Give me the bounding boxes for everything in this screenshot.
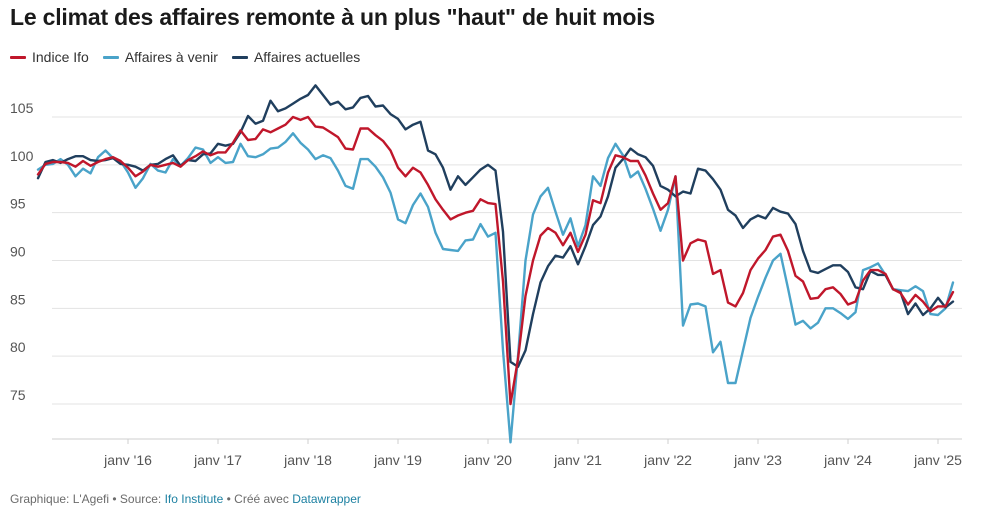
legend-item-affaires-actuelles: Affaires actuelles	[231, 49, 361, 65]
x-tick-label-2023-01: janv '23	[733, 452, 782, 468]
x-tick-label-2020-01: janv '20	[463, 452, 512, 468]
x-tick-label-2022-01: janv '22	[643, 452, 692, 468]
series-line-affaires-a-venir	[36, 132, 955, 444]
y-tick-label-100: 100	[10, 148, 34, 164]
footer-source-link[interactable]: Ifo Institute	[164, 492, 224, 506]
chart-footer: Graphique: L'Agefi • Source: Ifo Institu…	[10, 492, 361, 506]
y-tick-label-90: 90	[10, 244, 26, 260]
x-tick-label-2017-01: janv '17	[193, 452, 242, 468]
legend-label-indice-ifo: Indice Ifo	[32, 49, 89, 65]
y-tick-label-75: 75	[10, 387, 26, 403]
y-tick-label-95: 95	[10, 196, 26, 212]
legend-label-affaires-a-venir: Affaires à venir	[124, 49, 218, 65]
y-tick-label-80: 80	[10, 339, 26, 355]
series-line-indice-ifo	[36, 115, 955, 406]
x-tick-label-2019-01: janv '19	[373, 452, 422, 468]
x-tick-label-2025-01: janv '25	[913, 452, 962, 468]
y-tick-label-85: 85	[10, 291, 26, 307]
footer-credit: Graphique: L'Agefi • Source:	[10, 492, 165, 506]
footer-created-with: • Créé avec	[223, 492, 293, 506]
legend-label-affaires-actuelles: Affaires actuelles	[253, 49, 361, 65]
x-tick-label-2024-01: janv '24	[823, 452, 872, 468]
x-tick-label-2021-01: janv '21	[553, 452, 602, 468]
footer-datawrapper-link[interactable]: Datawrapper	[292, 492, 361, 506]
legend-swatch-affaires-actuelles	[231, 55, 248, 59]
legend-swatch-affaires-a-venir	[102, 55, 119, 59]
legend-item-indice-ifo: Indice Ifo	[10, 49, 89, 65]
y-tick-label-105: 105	[10, 100, 34, 116]
chart-title: Le climat des affaires remonte à un plus…	[10, 4, 656, 30]
x-tick-label-2018-01: janv '18	[283, 452, 332, 468]
chart-legend: Indice Ifo Affaires à venir Affaires act…	[10, 49, 360, 65]
legend-swatch-indice-ifo	[10, 55, 26, 59]
legend-item-affaires-a-venir: Affaires à venir	[102, 49, 218, 65]
x-tick-label-2016-01: janv '16	[103, 452, 152, 468]
series-line-affaires-actuelles	[36, 84, 955, 368]
